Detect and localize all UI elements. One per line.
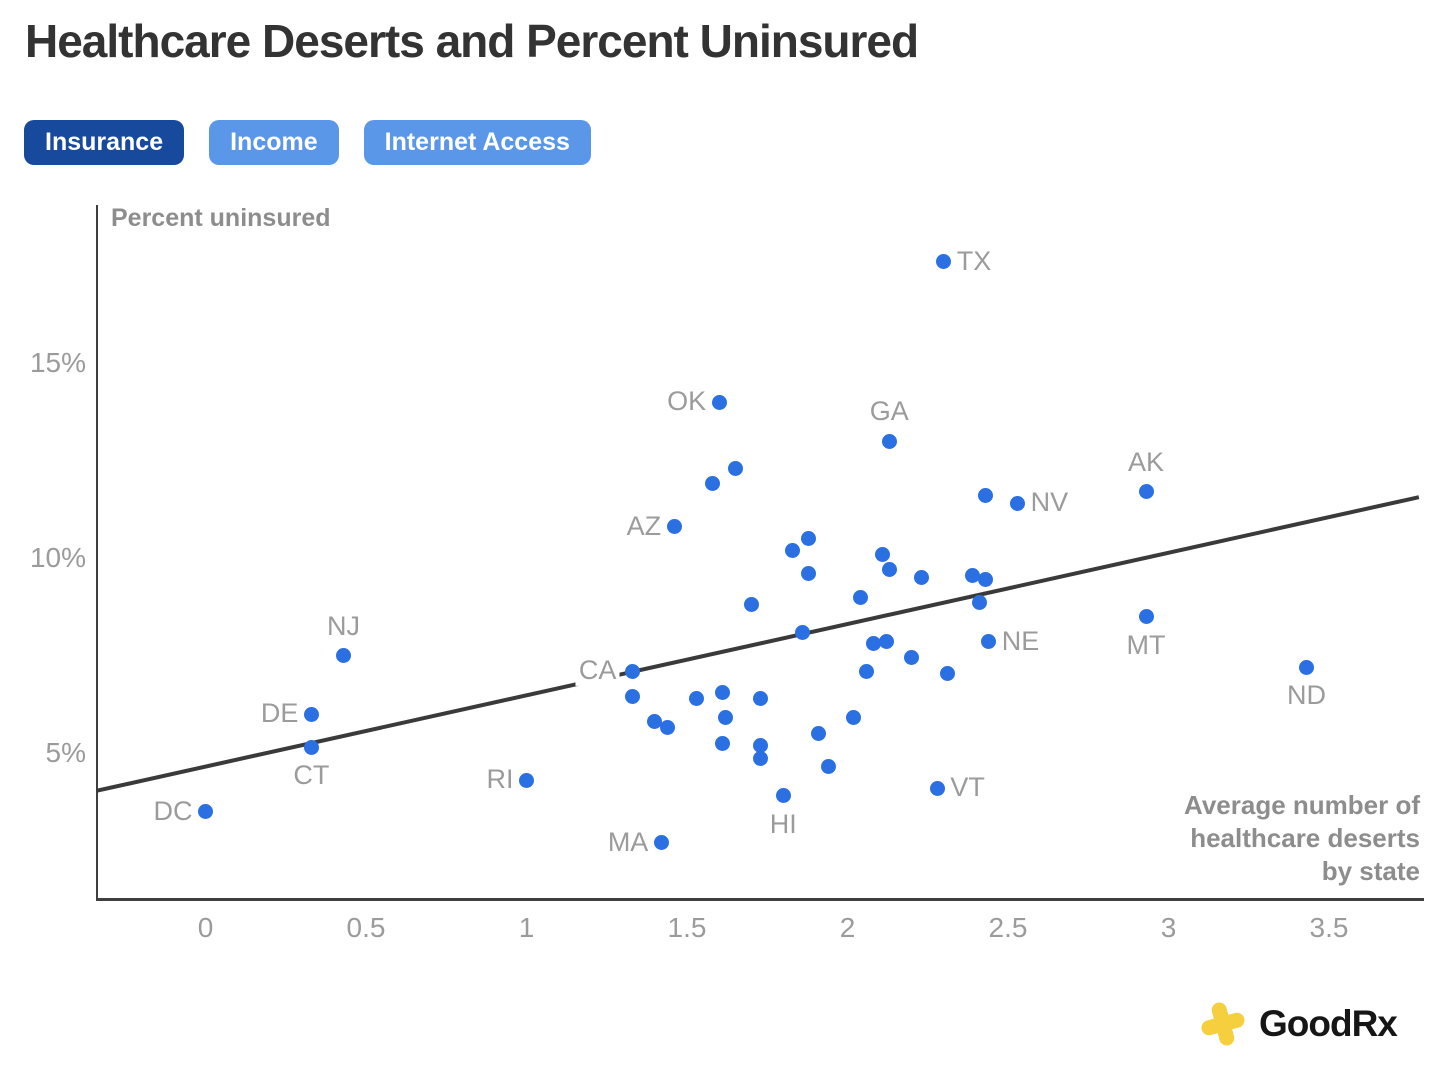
data-point [971,595,987,611]
y-tick-5%: 5% [45,737,86,768]
data-point [875,546,891,562]
state-label-GA: GA [869,396,909,426]
data-point [939,665,955,681]
state-label-ND: ND [1287,680,1327,711]
goodrx-cross-icon [1201,1002,1245,1046]
tab-internet-access[interactable]: Internet Access [363,120,591,165]
x-tick-0: 0 [197,912,214,943]
goodrx-logo-text: GoodRx [1259,1003,1398,1044]
data-point-DC [198,804,213,819]
data-point-VT [929,780,945,796]
state-label-DE: DE [260,697,299,728]
x-tick-3: 3 [1160,912,1177,943]
state-label-HI: HI [769,808,797,839]
data-point-TX [936,254,952,270]
data-point-CA [624,663,640,679]
data-point-DE [303,706,319,722]
data-point-NJ [336,648,352,663]
state-label-OK: OK [667,385,707,416]
y-axis-title: Percent uninsured [111,204,331,232]
data-point-CT [303,739,319,755]
x-axis-caption-line-1: Average number of [1184,790,1420,820]
data-point-NV [1010,495,1026,511]
data-point [795,624,811,640]
page-title: Healthcare Deserts and Percent Uninsured [25,15,919,67]
x-tick-2.5: 2.5 [988,912,1028,943]
x-tick-1.5: 1.5 [667,912,707,943]
data-point [913,570,929,585]
state-label-RI: RI [486,764,514,795]
data-point [820,759,836,775]
x-tick-3.5: 3.5 [1309,912,1349,943]
data-point [714,735,730,751]
x-tick-1: 1 [518,912,535,943]
data-point-RI [519,772,534,788]
data-point [859,663,875,679]
data-point-MT [1138,609,1154,624]
data-point [852,589,868,605]
tab-bar: Insurance Income Internet Access [24,120,591,165]
state-label-DC: DC [153,795,193,826]
state-label-MA: MA [607,826,649,857]
data-point [743,597,759,613]
state-label-NE: NE [1001,625,1040,656]
data-point [714,685,730,701]
data-point-MA [653,835,669,851]
x-tick-0.5: 0.5 [346,912,386,943]
data-point [727,460,743,476]
data-point-GA [881,433,897,449]
tab-income[interactable]: Income [209,120,339,165]
state-label-MT: MT [1126,629,1166,660]
x-axis-caption-line-3: by state [1321,856,1420,886]
data-point [881,562,897,578]
x-axis-caption: Average number of healthcare deserts by … [1184,789,1420,888]
data-point [689,690,705,706]
data-point [705,476,721,492]
state-label-CT: CT [293,760,330,791]
data-point [624,688,640,704]
data-point [978,571,994,587]
state-label-AZ: AZ [626,510,662,541]
data-point-AZ [666,519,682,535]
data-point [878,634,894,650]
goodrx-logo: GoodRx [1197,998,1398,1050]
tab-insurance[interactable]: Insurance [24,120,185,165]
state-label-CA: CA [575,654,620,686]
state-label-AK: AK [1128,446,1165,477]
x-axis-caption-line-2: healthcare deserts [1190,823,1420,853]
state-label-NV: NV [1030,487,1069,518]
state-label-NJ: NJ [327,610,361,641]
data-point-OK [711,394,727,410]
state-label-TX: TX [956,245,992,276]
x-tick-2: 2 [839,912,856,943]
data-point-ND [1299,659,1315,675]
y-tick-15%: 15% [29,347,86,378]
y-tick-10%: 10% [29,542,86,573]
data-point-AK [1138,484,1154,500]
state-label-VT: VT [950,771,985,802]
